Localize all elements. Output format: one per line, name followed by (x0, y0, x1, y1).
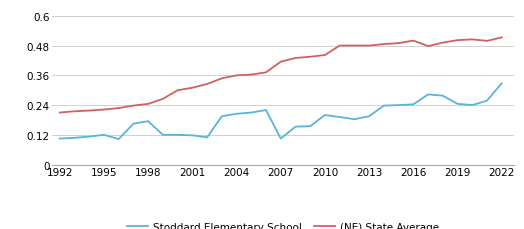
(NE) State Average (248, 74, 255, 77)
(NE) State Average (469, 39, 475, 42)
(NE) State Average (454, 40, 461, 42)
Stoddard Elementary School (307, 125, 313, 128)
(NE) State Average (86, 110, 92, 112)
Stoddard Elementary School (381, 105, 387, 107)
Stoddard Elementary School (454, 103, 461, 106)
Stoddard Elementary School (292, 126, 299, 128)
Stoddard Elementary School (233, 113, 239, 116)
Stoddard Elementary School (440, 95, 446, 98)
Stoddard Elementary School (116, 138, 122, 141)
Stoddard Elementary School (484, 100, 490, 103)
(NE) State Average (263, 72, 269, 74)
Stoddard Elementary School (145, 120, 151, 123)
(NE) State Average (174, 90, 181, 92)
Stoddard Elementary School (160, 134, 166, 137)
Stoddard Elementary School (189, 134, 195, 137)
(NE) State Average (396, 43, 402, 45)
(NE) State Average (425, 46, 431, 48)
Stoddard Elementary School (336, 116, 343, 119)
Stoddard Elementary School (263, 109, 269, 112)
(NE) State Average (130, 105, 137, 107)
(NE) State Average (499, 37, 505, 40)
Stoddard Elementary School (410, 104, 417, 106)
Stoddard Elementary School (351, 118, 357, 121)
Stoddard Elementary School (71, 137, 78, 140)
Stoddard Elementary School (322, 114, 328, 117)
(NE) State Average (381, 44, 387, 46)
Stoddard Elementary School (204, 136, 210, 139)
(NE) State Average (71, 110, 78, 113)
(NE) State Average (116, 107, 122, 110)
Stoddard Elementary School (278, 138, 284, 140)
Stoddard Elementary School (396, 104, 402, 107)
(NE) State Average (307, 56, 313, 59)
(NE) State Average (160, 98, 166, 101)
(NE) State Average (189, 87, 195, 90)
Stoddard Elementary School (86, 136, 92, 138)
(NE) State Average (145, 103, 151, 106)
Line: Stoddard Elementary School: Stoddard Elementary School (60, 84, 502, 139)
Line: (NE) State Average: (NE) State Average (60, 38, 502, 113)
(NE) State Average (219, 78, 225, 80)
(NE) State Average (366, 45, 372, 48)
Stoddard Elementary School (366, 115, 372, 118)
Legend: Stoddard Elementary School, (NE) State Average: Stoddard Elementary School, (NE) State A… (123, 218, 443, 229)
Stoddard Elementary School (219, 115, 225, 118)
(NE) State Average (351, 45, 357, 48)
Stoddard Elementary School (101, 134, 107, 137)
(NE) State Average (204, 83, 210, 86)
(NE) State Average (410, 40, 417, 43)
(NE) State Average (292, 57, 299, 60)
(NE) State Average (233, 75, 239, 77)
(NE) State Average (440, 42, 446, 45)
Stoddard Elementary School (57, 138, 63, 140)
(NE) State Average (101, 109, 107, 112)
Stoddard Elementary School (130, 123, 137, 125)
Stoddard Elementary School (174, 134, 181, 137)
(NE) State Average (322, 54, 328, 57)
Stoddard Elementary School (499, 82, 505, 85)
(NE) State Average (336, 45, 343, 48)
Stoddard Elementary School (425, 94, 431, 96)
(NE) State Average (278, 61, 284, 64)
(NE) State Average (484, 40, 490, 43)
Stoddard Elementary School (469, 104, 475, 107)
Stoddard Elementary School (248, 112, 255, 114)
(NE) State Average (57, 112, 63, 114)
